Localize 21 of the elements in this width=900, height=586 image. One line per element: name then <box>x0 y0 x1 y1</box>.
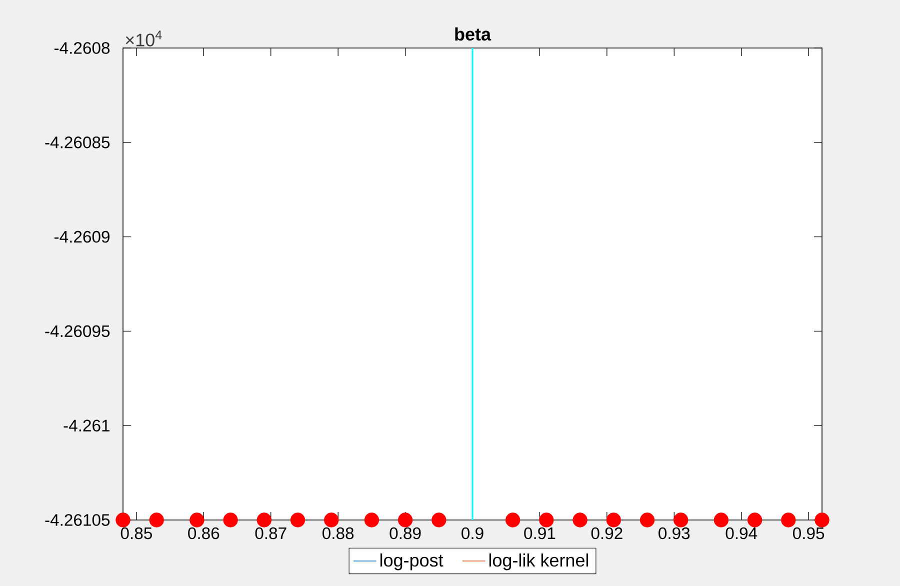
y-tick-label: -4.261 <box>64 420 110 432</box>
x-tick-label: 0.85 <box>120 527 152 540</box>
x-tick-label: 0.91 <box>524 527 556 540</box>
x-tick-label: 0.87 <box>255 527 286 540</box>
x-tick-label: 0.93 <box>658 527 690 540</box>
x-tick-label: 0.86 <box>188 527 220 540</box>
y-tick-label: -4.26105 <box>45 514 110 526</box>
y-tick-label: -4.26085 <box>45 136 110 148</box>
x-tick-label: 0.9 <box>462 527 484 540</box>
legend-label: log-post <box>380 553 444 570</box>
y-tick-label: -4.26095 <box>45 325 110 338</box>
x-tick-label: 0.94 <box>726 527 758 540</box>
chart-title: beta <box>455 27 492 41</box>
y-tick-label: -4.2608 <box>54 42 110 54</box>
legend-label: log-lik kernel <box>489 553 588 570</box>
x-tick-label: 0.95 <box>792 527 824 540</box>
y-tick-label: -4.2609 <box>54 230 110 243</box>
text: ×10$^{4}$ <box>126 30 162 46</box>
x-tick-label: 0.89 <box>390 527 421 540</box>
x-tick-label: 0.92 <box>591 527 622 540</box>
x-tick-label: 0.88 <box>322 527 354 540</box>
